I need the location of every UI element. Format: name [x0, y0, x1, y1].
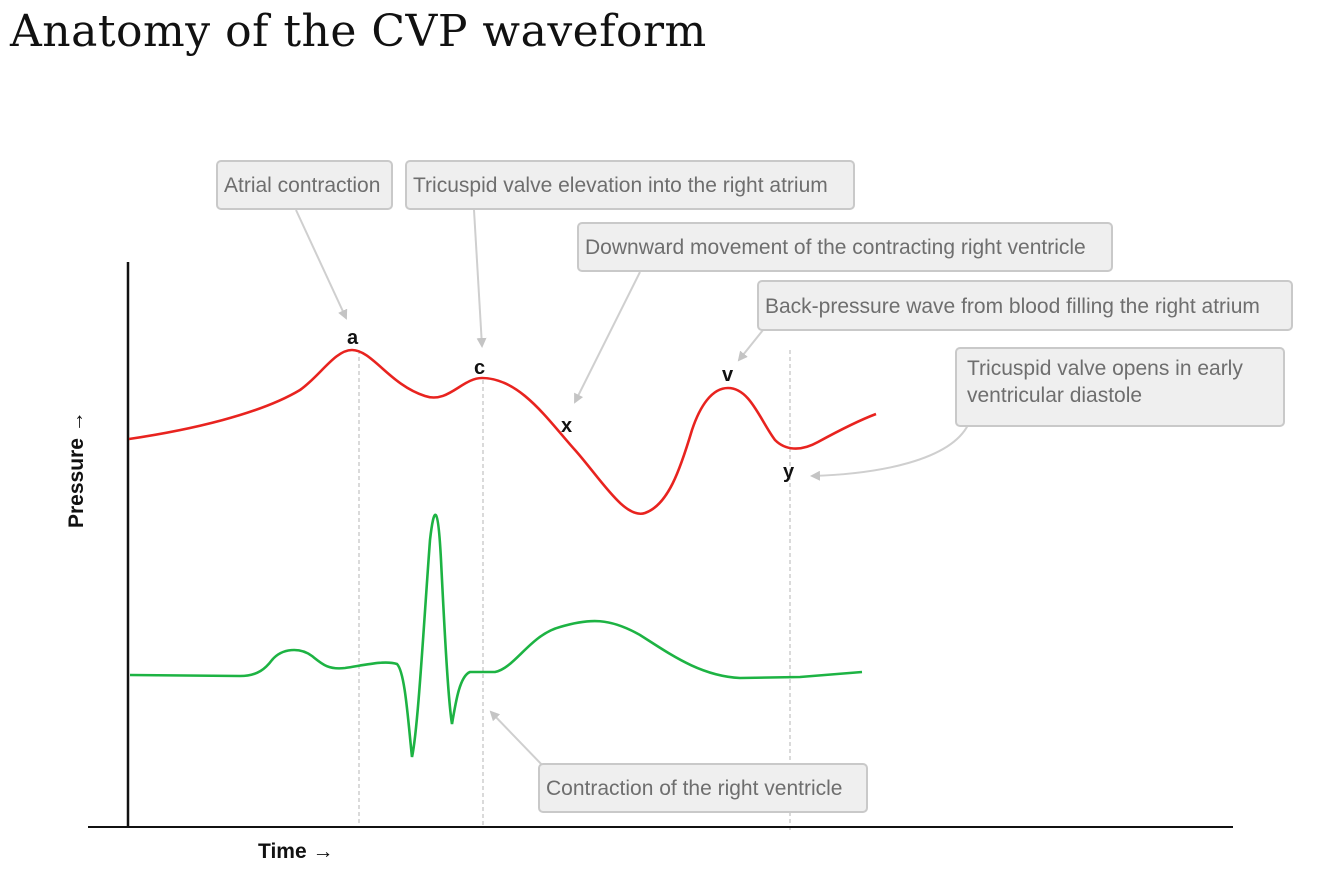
callout-downward-movement: Downward movement of the contracting rig…: [577, 222, 1113, 272]
pointer-tricuspid-elevation: [473, 209, 487, 348]
callout-tricuspid-elevation: Tricuspid valve elevation into the right…: [405, 160, 855, 210]
pointer-downward-movement: [574, 271, 641, 404]
callout-back-pressure: Back-pressure wave from blood filling th…: [757, 280, 1293, 331]
label-v-wave: v: [722, 364, 734, 386]
page-title: Anatomy of the CVP waveform: [10, 6, 707, 57]
label-a-wave: a: [347, 327, 359, 349]
callout-ventricle-contraction: Contraction of the right ventricle: [538, 763, 868, 813]
pointer-ventricle-contraction: [489, 710, 546, 769]
ecg-trace: [129, 513, 863, 758]
label-y-descent: y: [783, 461, 795, 483]
pointer-atrial-contraction: [295, 209, 348, 320]
callout-tricuspid-opens: Tricuspid valve opens in early ventricul…: [955, 347, 1285, 427]
pointer-back-pressure: [737, 329, 764, 362]
label-c-wave: c: [474, 357, 485, 379]
x-axis-label: Time →: [258, 840, 333, 863]
callout-atrial-contraction: Atrial contraction: [216, 160, 393, 210]
cvp-trace: [128, 348, 877, 516]
label-x-descent: x: [561, 415, 572, 437]
pointer-tricuspid-opens: [810, 424, 969, 481]
y-axis-label: Pressure →: [65, 411, 88, 528]
